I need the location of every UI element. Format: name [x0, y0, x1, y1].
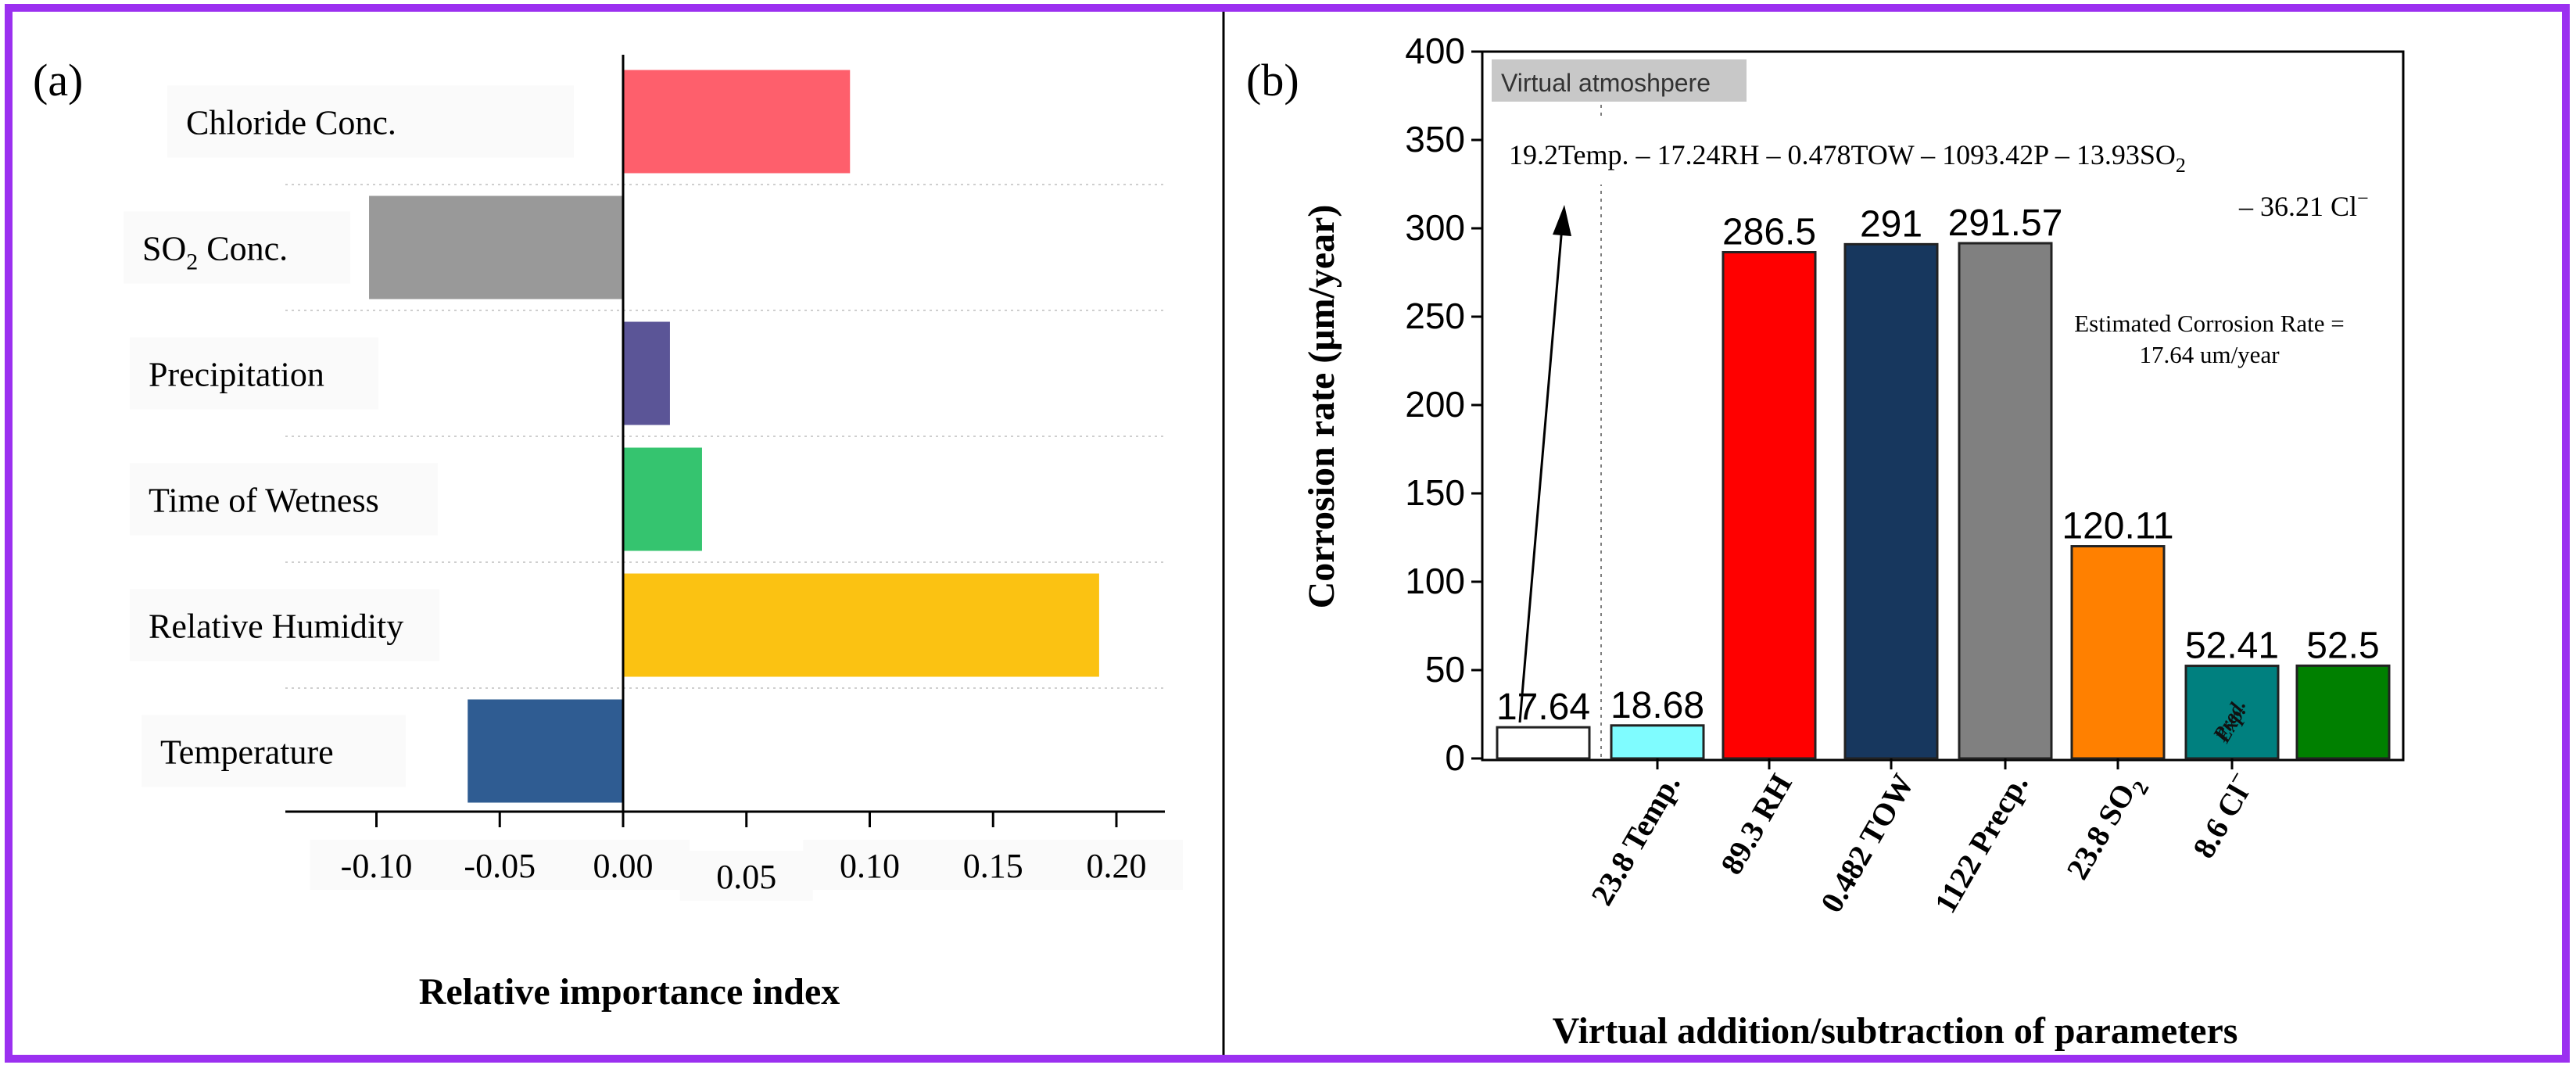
tick-label: -0.10 — [341, 847, 413, 885]
category-label-box — [167, 85, 574, 158]
category-label: Chloride Conc. — [186, 104, 396, 142]
virtual-atmosphere-box — [1492, 59, 1747, 102]
panel-a-x-ticks: -0.10 -0.05 0.00 0.05 0.10 0.15 0.20 — [310, 812, 1183, 901]
bar-2 — [1610, 724, 1705, 760]
category-label-box — [130, 337, 378, 410]
value-label: 17.64 — [1496, 687, 1590, 728]
tick-label-box — [1050, 840, 1183, 890]
value-label: 52.41 — [2185, 626, 2279, 667]
estimate-line-1: Estimated Corrosion Rate = — [2074, 310, 2345, 337]
panel-b-label: (b) — [1246, 55, 1299, 106]
category-label-box — [130, 589, 439, 661]
virtual-atmosphere-label: Virtual atmoshpere — [1501, 69, 1711, 97]
value-label: 52.5 — [2306, 625, 2379, 666]
panel-a-category-labels: Chloride Conc. SO2 Conc. Precipitation Time… — [142, 104, 403, 772]
tick-label: -0.05 — [464, 847, 536, 885]
y-tick-label: 350 — [1405, 119, 1465, 160]
category-label: Precipitation — [149, 356, 324, 394]
tick-label-box — [926, 840, 1060, 890]
bar-4 — [1843, 242, 1939, 760]
panel-a-gridlines — [285, 184, 1165, 689]
category-label: Temperature — [160, 733, 334, 772]
bar-9 — [2295, 664, 2391, 760]
bar-6 — [2070, 545, 2166, 760]
panel-a-bars — [369, 70, 1099, 803]
tick-label: 0.15 — [963, 847, 1023, 885]
value-label: 18.68 — [1610, 685, 1704, 726]
bar-4 — [623, 447, 702, 551]
estimate-line-2: 17.64 um/year — [2139, 341, 2280, 368]
tick-label-box — [310, 840, 443, 890]
bar-1 — [1496, 726, 1591, 760]
category-label-box — [130, 463, 438, 536]
tick-label-box — [557, 840, 690, 890]
category-label-box — [142, 715, 406, 787]
value-label: 120.11 — [2062, 506, 2173, 547]
panel-b-y-ticks: 0 50 100 150 200 250 300 350 400 — [1405, 30, 1482, 778]
bar-7 — [2184, 665, 2280, 760]
y-tick-label: 250 — [1405, 296, 1465, 336]
tick-label-box — [433, 840, 567, 890]
panel-a-label: (a) — [33, 55, 83, 106]
tick-label: 0.00 — [593, 847, 654, 885]
panel-b-bars — [1496, 242, 2391, 760]
value-label: 286.5 — [1722, 212, 1816, 253]
bar-1 — [623, 70, 851, 174]
bar-3 — [1722, 251, 1817, 760]
bar-5 — [623, 573, 1099, 677]
bar-3 — [623, 321, 670, 425]
y-tick-label: 50 — [1425, 649, 1465, 690]
tick-label: 0.10 — [840, 847, 900, 885]
category-label: SO2 Conc. — [142, 230, 288, 275]
category-label: Time of Wetness — [149, 482, 379, 520]
y-tick-label: 300 — [1405, 207, 1465, 248]
panel-b-value-labels: 17.64 18.68 286.5 291 291.57 120.11 52.41 52.5 — [1496, 203, 2380, 728]
bar-6 — [468, 699, 623, 803]
panel-b-x-axis-title: Virtual addition/subtraction of paramete… — [1553, 1010, 2238, 1052]
tick-label: 0.20 — [1087, 847, 1147, 885]
y-tick-label: 200 — [1405, 384, 1465, 425]
y-tick-label: 0 — [1445, 737, 1465, 778]
y-tick-label: 100 — [1405, 561, 1465, 601]
value-label: 291 — [1860, 203, 1922, 245]
panel-a-category-label-boxes — [124, 85, 574, 787]
tick-label-box — [679, 851, 813, 901]
panel-a-chart: (a) Chloride Conc. SO2 Conc. Precipitation… — [33, 55, 1183, 1013]
arrow-head — [1553, 205, 1571, 236]
y-tick-label: 400 — [1405, 30, 1465, 71]
tick-label: 0.05 — [716, 858, 776, 896]
value-label: 291.57 — [1948, 203, 2063, 244]
equation-line-1: 19.2Temp. – 17.24RH – 0.478TOW – 1093.42… — [1509, 139, 2186, 177]
y-tick-label: 150 — [1405, 472, 1465, 513]
equation-box — [1489, 117, 2364, 185]
panel-a-x-axis-title: Relative importance index — [419, 971, 840, 1013]
equation-line-2: – 36.21 Cl− — [2238, 187, 2369, 222]
panel-b-y-axis-title: Corrosion rate (μm/year) — [1301, 205, 1342, 609]
arrow-shaft — [1518, 226, 1564, 723]
tick-label-box — [803, 840, 937, 890]
bar-2 — [369, 195, 623, 299]
category-label-box — [124, 211, 350, 284]
bar-5 — [1958, 242, 2053, 760]
category-label: Relative Humidity — [149, 608, 403, 646]
panel-b-chart: (b) Virtual atmoshpere 19.2Temp. – 17.24… — [1246, 30, 2405, 1052]
